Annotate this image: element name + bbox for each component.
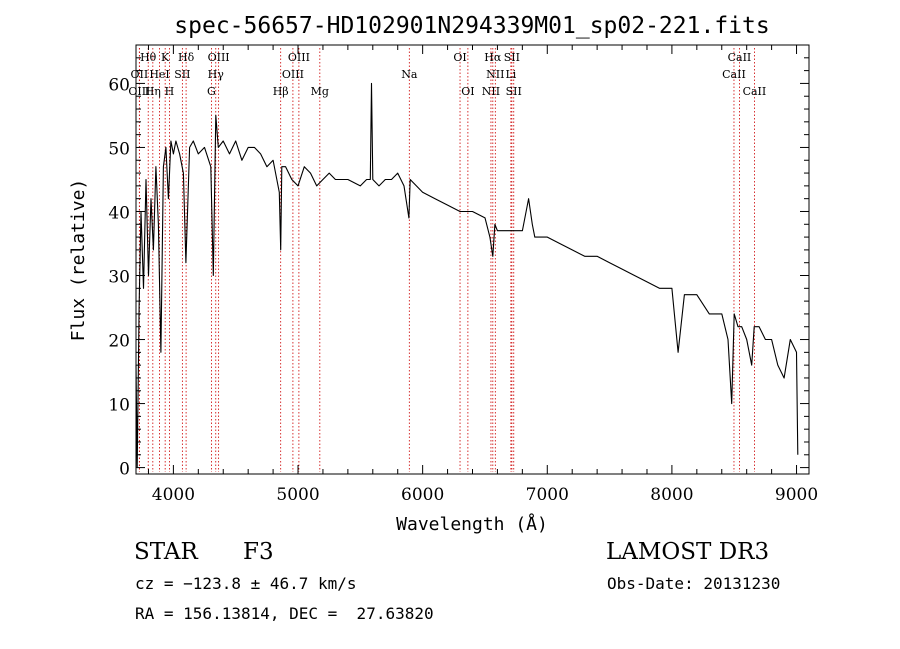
line-label: CaII bbox=[728, 51, 752, 64]
x-tick-label: 9000 bbox=[775, 485, 818, 505]
y-axis-label: Flux (relative) bbox=[68, 179, 89, 342]
y-tick-label: 0 bbox=[119, 460, 130, 480]
x-tick-label: 5000 bbox=[276, 485, 319, 505]
line-label: OIII bbox=[208, 51, 230, 64]
y-tick-label: 50 bbox=[108, 139, 130, 159]
redshift-velocity: cz = −123.8 ± 46.7 km/s bbox=[135, 574, 357, 593]
line-label: SII bbox=[174, 68, 190, 81]
spectrum-line bbox=[135, 82, 799, 469]
x-tick-label: 4000 bbox=[152, 485, 195, 505]
line-label: Hβ bbox=[273, 85, 289, 98]
object-subclass: F3 bbox=[243, 539, 274, 565]
line-label: Na bbox=[401, 68, 418, 81]
line-label: NII bbox=[482, 85, 500, 98]
y-tick-label: 20 bbox=[108, 332, 130, 352]
line-label: G bbox=[207, 85, 216, 98]
coordinates: RA = 156.13814, DEC = 27.63820 bbox=[135, 604, 434, 623]
x-tick-label: 7000 bbox=[526, 485, 569, 505]
x-tick-label: 6000 bbox=[401, 485, 444, 505]
line-label: H bbox=[165, 85, 175, 98]
plot-frame bbox=[135, 44, 810, 475]
line-label: Hθ bbox=[140, 51, 157, 64]
line-label: CaII bbox=[722, 68, 746, 81]
line-label: K bbox=[161, 51, 170, 64]
line-label: Hα bbox=[484, 51, 502, 64]
spectral-line-markers bbox=[138, 48, 755, 472]
line-label: Hγ bbox=[208, 68, 225, 81]
x-axis-label: Wavelength (Å) bbox=[396, 513, 548, 535]
line-label: Mg bbox=[311, 85, 329, 98]
y-tick-label: 40 bbox=[108, 203, 130, 223]
x-tick-label: 8000 bbox=[650, 485, 693, 505]
line-label: SII bbox=[504, 51, 520, 64]
line-label: HeI bbox=[149, 68, 169, 81]
y-tick-label: 10 bbox=[108, 396, 130, 416]
line-label: OI bbox=[453, 51, 466, 64]
line-label: SII bbox=[506, 85, 522, 98]
x-axis: 4000 5000 6000 7000 8000 9000 bbox=[147, 45, 818, 505]
line-label: NII bbox=[486, 68, 504, 81]
line-label: Hη bbox=[145, 85, 161, 98]
observation-date: Obs-Date: 20131230 bbox=[607, 574, 781, 593]
line-label: Hδ bbox=[178, 51, 195, 64]
line-label: OIII bbox=[128, 85, 150, 98]
y-tick-label: 30 bbox=[108, 268, 130, 288]
y-tick-label: 60 bbox=[108, 75, 130, 95]
line-label: Li bbox=[505, 68, 516, 81]
line-label: OII bbox=[131, 68, 149, 81]
chart-title: spec-56657-HD102901N294339M01_sp02-221.f… bbox=[174, 13, 769, 39]
line-label: OIII bbox=[288, 51, 310, 64]
object-class: STAR bbox=[134, 539, 198, 565]
survey-name: LAMOST DR3 bbox=[606, 539, 770, 565]
line-label: CaII bbox=[743, 85, 767, 98]
line-label: OI bbox=[461, 85, 474, 98]
y-axis: 0 10 20 30 40 50 60 bbox=[108, 57, 809, 480]
line-label: OIII bbox=[282, 68, 304, 81]
